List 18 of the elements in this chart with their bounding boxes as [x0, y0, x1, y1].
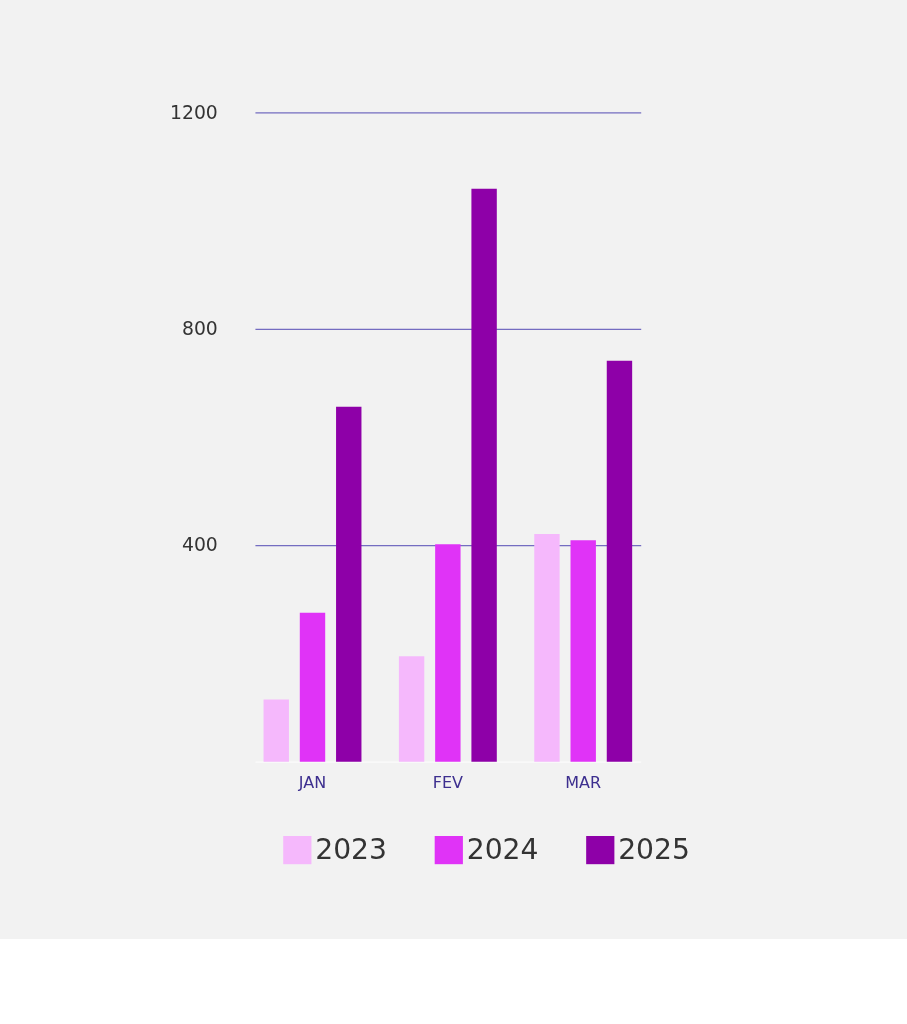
y-tick-label: 1200 [169, 101, 218, 123]
bar [606, 360, 633, 762]
legend-label: 2025 [618, 832, 690, 866]
bar [435, 544, 461, 762]
x-tick-label: FEV [432, 773, 464, 793]
bar [570, 540, 596, 762]
bar [398, 656, 425, 762]
x-tick-label: MAR [565, 773, 602, 793]
x-tick-label: JAN [297, 773, 327, 793]
legend-label: 2023 [315, 832, 388, 866]
bar [263, 699, 289, 762]
bar [299, 612, 326, 762]
y-tick-label: 800 [181, 317, 218, 339]
legend-label: 2024 [466, 832, 539, 866]
bar [471, 188, 497, 762]
bar [336, 406, 362, 762]
y-tick-label: 400 [181, 534, 218, 556]
bar [534, 533, 560, 762]
